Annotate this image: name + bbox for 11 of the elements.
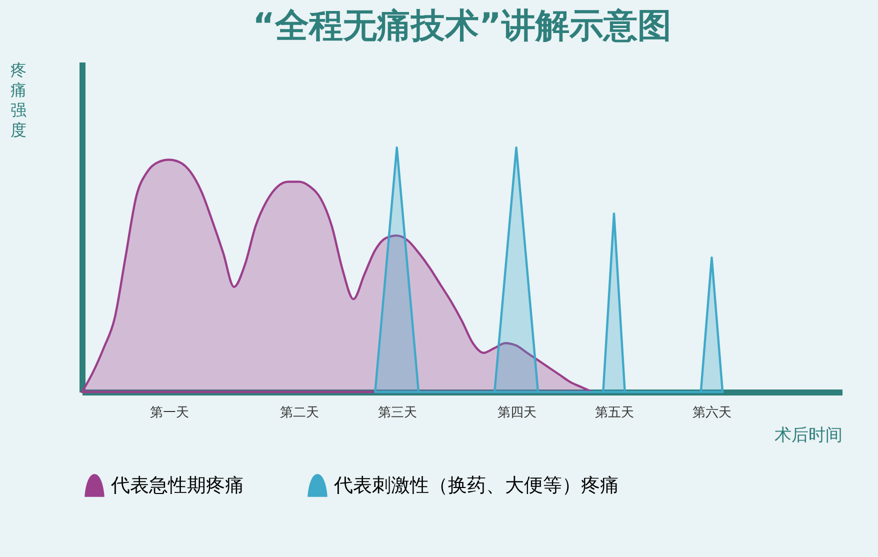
x-tick-label: 第六天 — [692, 406, 732, 420]
legend-label: 代表刺激性（换药、大便等）疼痛 — [333, 474, 619, 497]
x-axis-title: 术后时间 — [774, 426, 842, 446]
x-tick-label: 第三天 — [378, 406, 417, 420]
x-tick-label: 第五天 — [595, 406, 634, 420]
x-tick-label: 第四天 — [497, 406, 536, 420]
chart-title: “全程无痛技术”讲解示意图 — [252, 6, 672, 46]
x-tick-label: 第一天 — [150, 406, 189, 420]
legend-label: 代表急性期疼痛 — [110, 474, 244, 497]
x-tick-label: 第二天 — [280, 406, 320, 420]
y-axis-title: 疼痛强度 — [10, 60, 26, 140]
